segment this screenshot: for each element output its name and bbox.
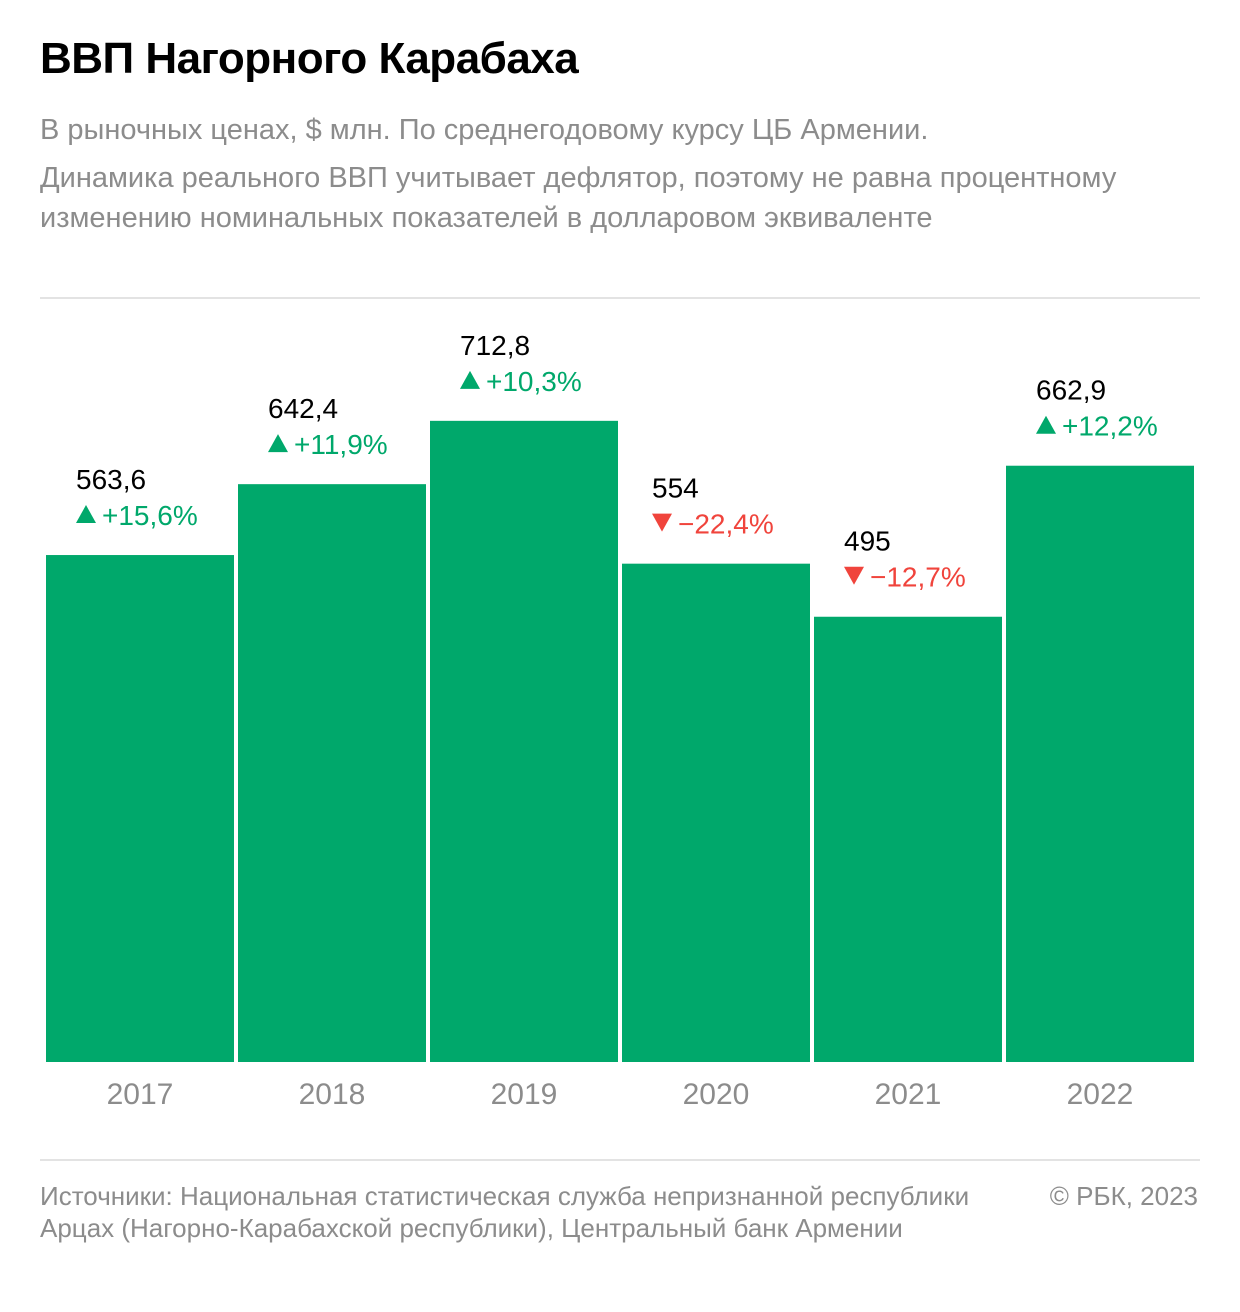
x-tick-2021: 2021 [875,1078,942,1111]
change-label-2021: −12,7% [870,562,966,593]
value-label-2021: 495 [844,526,891,557]
top-divider [40,297,1200,299]
up-arrow-icon-2017 [76,505,96,524]
x-tick-2017: 2017 [107,1078,174,1111]
change-label-2019: +10,3% [486,366,582,397]
copyright: © РБК, 2023 [1049,1181,1198,1211]
up-arrow-icon-2022 [1036,415,1056,434]
change-label-2020: −22,4% [678,509,774,540]
bar-2018 [238,484,426,1062]
change-label-2022: +12,2% [1062,411,1158,442]
x-tick-2018: 2018 [299,1078,366,1111]
change-label-2017: +15,6% [102,500,198,531]
bottom-divider [40,1159,1200,1161]
bar-2022 [1006,465,1194,1062]
bar-2019 [430,420,618,1062]
chart-note: Динамика реального ВВП учитывает дефлято… [40,162,1117,234]
value-label-2018: 642,4 [268,393,338,424]
x-tick-2019: 2019 [491,1078,558,1111]
value-label-2022: 662,9 [1036,375,1106,406]
up-arrow-icon-2019 [460,370,480,389]
x-tick-2022: 2022 [1067,1078,1134,1111]
value-label-2019: 712,8 [460,330,530,361]
bar-2017 [46,555,234,1062]
bar-chart: 563,6 +15,6% 2017 642,4 +11,9% 2018 712,8 +10,3… [46,330,1194,1111]
chart-title: ВВП Нагорного Карабаха [40,34,579,83]
x-tick-2020: 2020 [683,1078,750,1111]
bar-2021 [814,616,1002,1062]
down-arrow-icon-2021 [844,566,864,585]
chart-subtitle: В рыночных ценах, $ млн. По среднегодово… [40,114,929,146]
bar-2020 [622,563,810,1062]
down-arrow-icon-2020 [652,513,672,532]
value-label-2017: 563,6 [76,464,146,495]
change-label-2018: +11,9% [294,429,388,460]
source-note: Источники: Национальная статистическая с… [40,1181,970,1243]
up-arrow-icon-2018 [268,434,288,453]
value-label-2020: 554 [652,473,699,504]
